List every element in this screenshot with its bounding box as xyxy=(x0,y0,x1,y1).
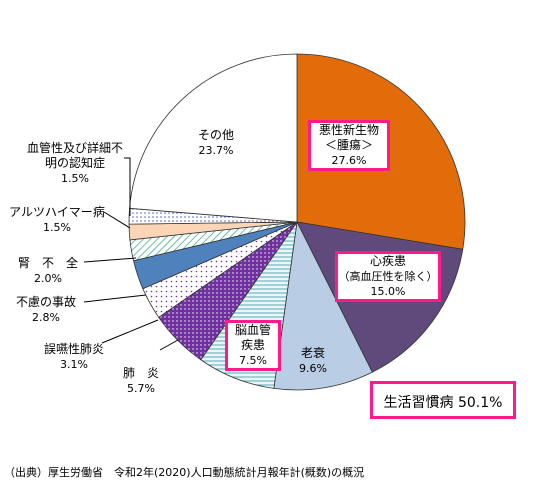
leader-line-1 xyxy=(101,319,159,344)
lifestyle-disease-summary: 生活習慣病 50.1% xyxy=(370,381,516,419)
leader-line-2 xyxy=(83,294,147,303)
label-accident: 不慮の事故 2.8% xyxy=(8,295,84,325)
label-alzheimer: アルツハイマー病 1.5% xyxy=(2,205,112,235)
leader-line-3 xyxy=(83,257,137,263)
label-senility-value: 9.6% xyxy=(299,362,327,375)
label-renal-failure-value: 2.0% xyxy=(34,272,62,285)
label-malignant-neoplasm-value: 27.6% xyxy=(331,154,367,167)
label-heart-disease-value: 15.0% xyxy=(370,285,406,298)
label-alzheimer-value: 1.5% xyxy=(43,221,71,234)
label-cerebrovascular-value: 7.5% xyxy=(239,354,267,367)
label-malignant-neoplasm-line1: 悪性新生物 xyxy=(318,123,379,137)
label-vascular-dementia-line2: 明の認知症 xyxy=(44,156,105,170)
label-malignant-neoplasm-line2: ＜腫瘍＞ xyxy=(324,138,373,152)
label-senility: 老衰 9.6% xyxy=(293,346,333,376)
label-pneumonia-value: 5.7% xyxy=(127,382,155,395)
label-vascular-dementia-line1: 血管性及び詳細不 xyxy=(26,141,123,155)
label-vascular-dementia: 血管性及び詳細不 明の認知症 1.5% xyxy=(20,141,130,186)
label-aspiration-pneumonia: 誤嚥性肺炎 3.1% xyxy=(38,342,110,372)
label-pneumonia: 肺 炎 5.7% xyxy=(113,366,169,396)
pie-slice-10 xyxy=(129,53,298,223)
label-heart-disease-line1: 心疾患 xyxy=(369,254,406,268)
label-accident-value: 2.8% xyxy=(32,311,60,324)
label-other-value: 23.7% xyxy=(198,144,234,157)
label-pneumonia-line1: 肺 炎 xyxy=(122,366,159,380)
label-aspiration-pneumonia-value: 3.1% xyxy=(60,358,88,371)
label-senility-line1: 老衰 xyxy=(300,346,325,360)
label-alzheimer-line1: アルツハイマー病 xyxy=(9,205,105,219)
label-other-line1: その他 xyxy=(197,128,234,142)
source-note: （出典）厚生労働省 令和2年(2020)人口動態統計月報年計(概数)の概況 xyxy=(4,466,365,479)
label-cerebrovascular-line1: 脳血管 xyxy=(234,323,271,337)
label-cerebrovascular-line2: 疾患 xyxy=(240,338,265,352)
label-cerebrovascular: 脳血管 疾患 7.5% xyxy=(225,320,281,371)
pie-slice-2 xyxy=(273,220,373,391)
label-other: その他 23.7% xyxy=(186,128,246,158)
label-malignant-neoplasm: 悪性新生物 ＜腫瘍＞ 27.6% xyxy=(308,120,390,171)
label-heart-disease-line2: （高血圧性を除く） xyxy=(338,270,438,283)
label-renal-failure: 腎 不 全 2.0% xyxy=(10,256,86,286)
leader-line-4 xyxy=(103,211,131,229)
label-renal-failure-line1: 腎 不 全 xyxy=(17,256,78,270)
label-accident-line1: 不慮の事故 xyxy=(15,295,76,309)
label-vascular-dementia-value: 1.5% xyxy=(61,172,89,185)
label-aspiration-pneumonia-line1: 誤嚥性肺炎 xyxy=(43,342,104,356)
leader-line-5 xyxy=(124,157,131,216)
label-heart-disease: 心疾患 （高血圧性を除く） 15.0% xyxy=(335,251,441,302)
leader-line-0 xyxy=(159,339,179,351)
